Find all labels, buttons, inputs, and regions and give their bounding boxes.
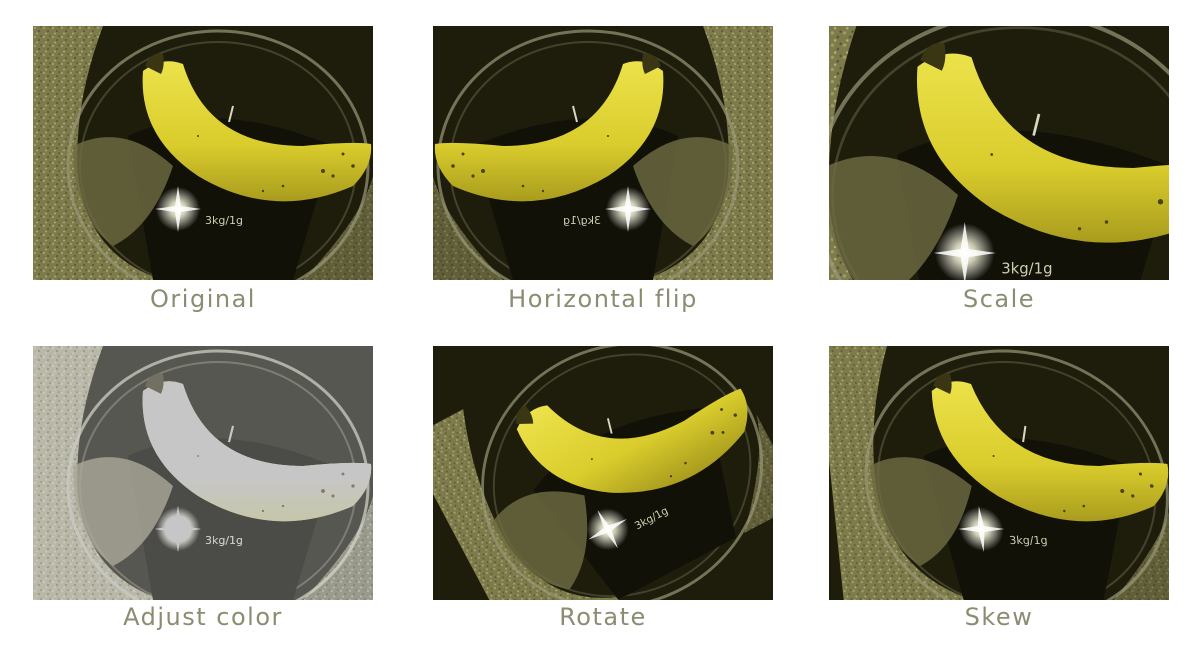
scale-label: 3kg/1g [563, 214, 601, 227]
caption-skew: Skew [964, 603, 1034, 631]
caption-original: Original [150, 285, 256, 313]
image-scale: 3kg/1g [829, 26, 1169, 280]
scale-label: 3kg/1g [1009, 534, 1048, 547]
image-original: 3kg/1g [33, 26, 373, 280]
scale-label: 3kg/1g [1001, 259, 1052, 277]
caption-scale: Scale [962, 285, 1036, 313]
image-horizontal-flip: 3kg/1g [433, 26, 773, 280]
scale-label: 3kg/1g [205, 534, 243, 547]
image-adjust-color: 3kg/1g [33, 346, 373, 600]
caption-adjust-color: Adjust color [123, 603, 283, 631]
scale-label: 3kg/1g [205, 214, 243, 227]
image-rotate: 3kg/1g [433, 346, 773, 600]
caption-horizontal-flip: Horizontal flip [508, 285, 698, 313]
caption-rotate: Rotate [559, 603, 647, 631]
image-skew: 3kg/1g [829, 346, 1169, 600]
